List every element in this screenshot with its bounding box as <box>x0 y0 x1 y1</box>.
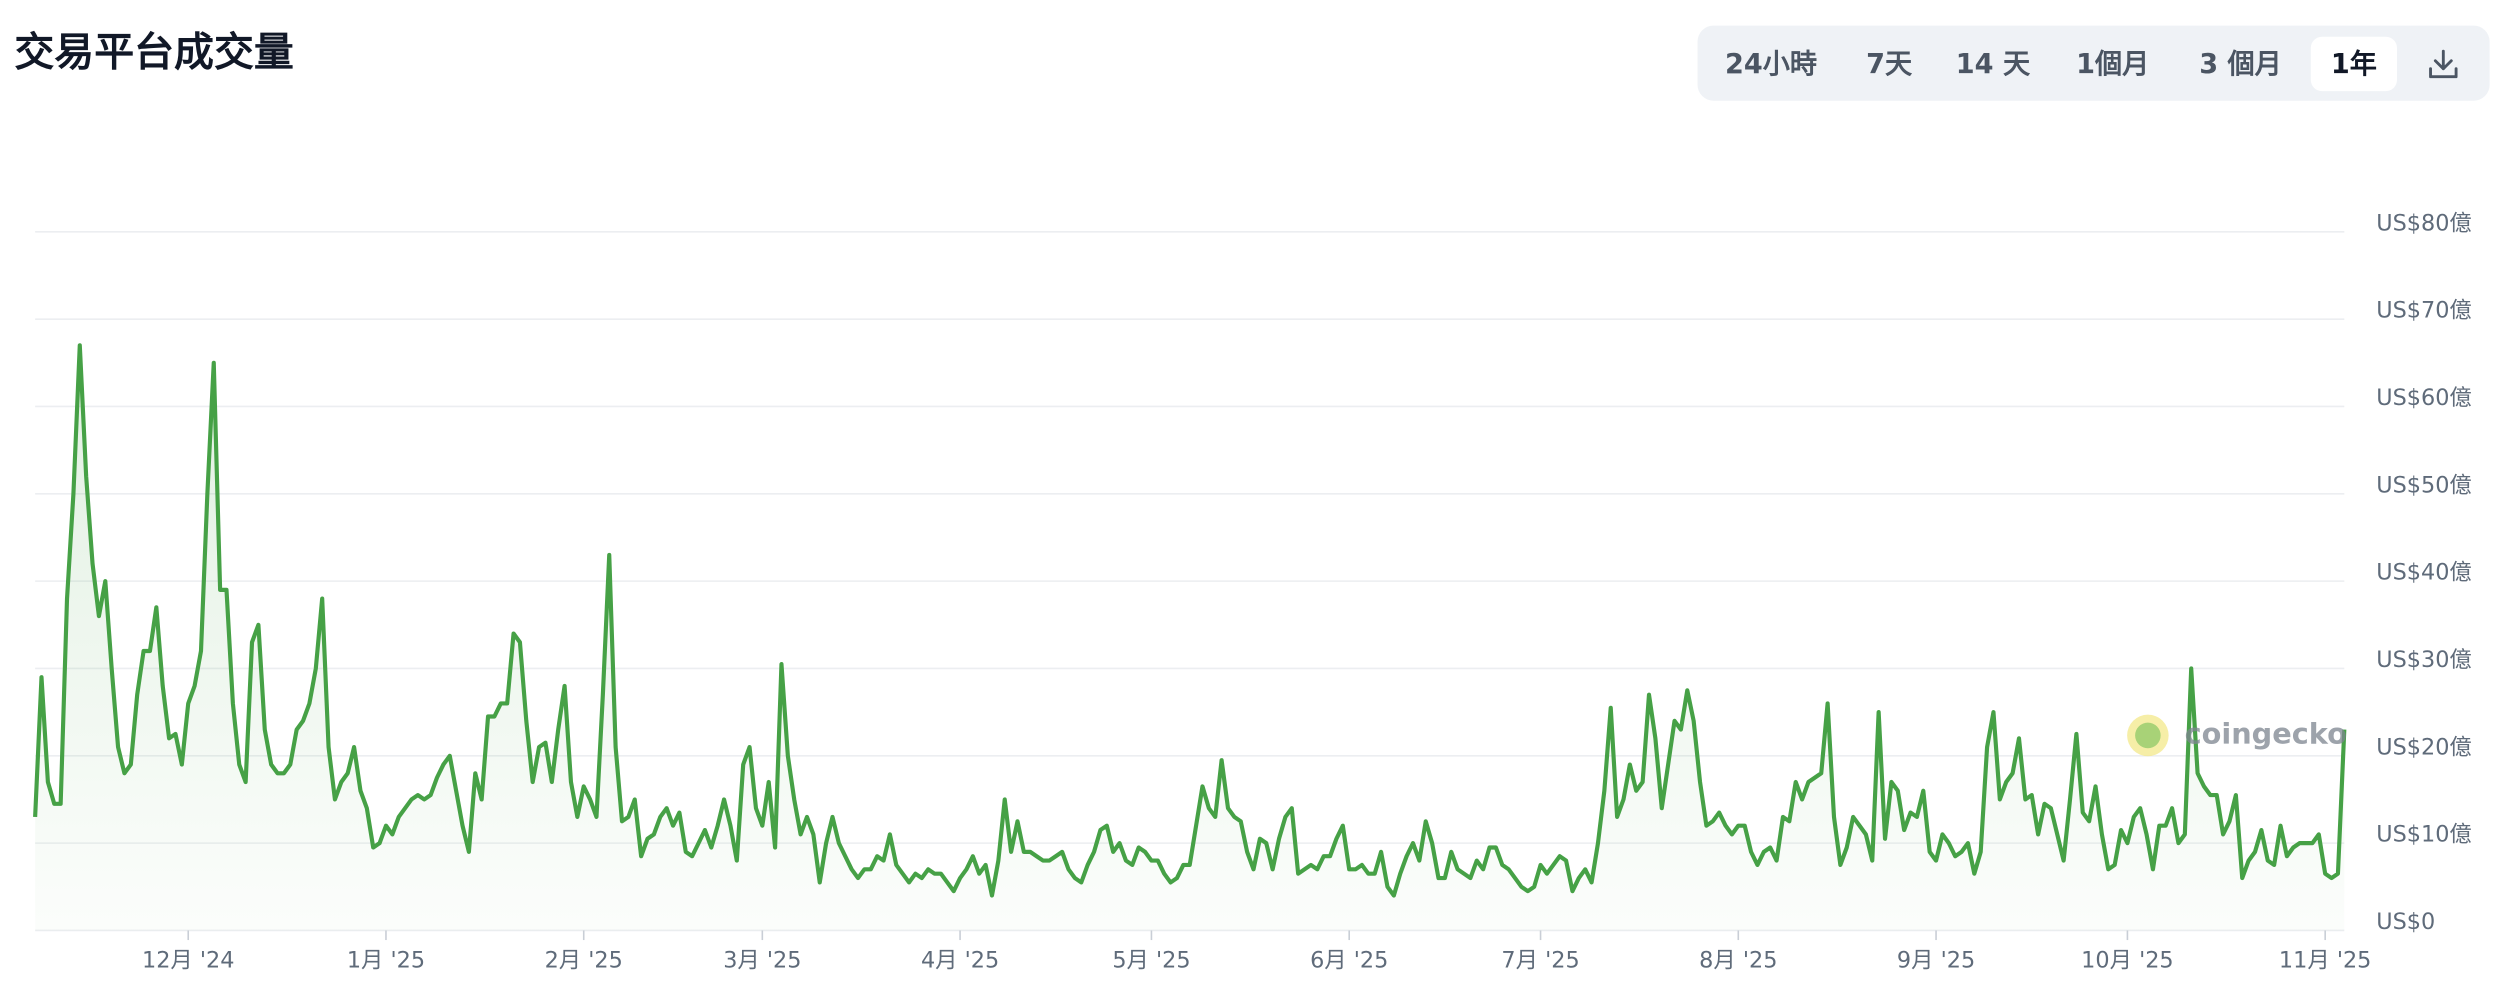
range-button-label: 7天 <box>1866 49 1913 80</box>
y-tick-label: US$0 <box>2376 909 2435 935</box>
range-button-selected <box>2310 36 2398 92</box>
watermark: coingecko <box>2127 714 2347 757</box>
range-button-label: 24小時 <box>1725 49 1817 80</box>
x-tick-label: 10月 '25 <box>2081 947 2173 973</box>
range-button[interactable]: 7天 <box>1866 49 1913 80</box>
y-tick-label: US$30億 <box>2376 647 2472 673</box>
x-tick-label: 5月 '25 <box>1112 947 1190 973</box>
x-tick-label: 1月 '25 <box>347 947 425 973</box>
range-button[interactable]: 24小時 <box>1725 49 1817 80</box>
y-tick-label: US$40億 <box>2376 560 2472 586</box>
x-tick-label: 9月 '25 <box>1897 947 1975 973</box>
y-tick-label: US$50億 <box>2376 472 2472 498</box>
download-icon <box>2429 49 2458 79</box>
chart-title: 交易平台成交量 <box>14 29 293 75</box>
range-button[interactable]: 1年 <box>2310 36 2398 92</box>
x-tick-label: 12月 '24 <box>142 947 234 973</box>
y-tick-label: US$70億 <box>2376 298 2472 324</box>
x-tick-label: 2月 '25 <box>545 947 623 973</box>
x-tick-label: 11月 '25 <box>2279 947 2371 973</box>
x-tick-label: 7月 '25 <box>1501 947 1579 973</box>
x-tick-label: 4月 '25 <box>921 947 999 973</box>
watermark-logo-inner <box>2135 722 2161 749</box>
range-button[interactable]: 3 個月 <box>2199 49 2282 80</box>
y-tick-label: US$20億 <box>2376 734 2472 760</box>
range-button[interactable]: 1個月 <box>2076 49 2149 80</box>
x-tick-label: 6月 '25 <box>1310 947 1388 973</box>
line <box>33 343 2347 898</box>
y-tick-label: US$80億 <box>2376 210 2472 236</box>
range-button-label: 1個月 <box>2076 49 2149 80</box>
range-bar <box>1697 25 2490 101</box>
range-buttons: 24小時 7天 14 天 1個月 3 個月 1年 <box>1725 36 2398 92</box>
range-button-label: 3 個月 <box>2199 49 2282 80</box>
watermark-text: coingecko <box>2185 716 2347 750</box>
area <box>35 345 2345 931</box>
download-button[interactable] <box>2429 49 2458 79</box>
x-tick-label: 8月 '25 <box>1699 947 1777 973</box>
y-tick-label: US$60億 <box>2376 385 2472 411</box>
plot <box>33 343 2347 931</box>
range-button-label: 1年 <box>2331 48 2377 80</box>
x-tick-label: 3月 '25 <box>723 947 801 973</box>
y-tick-label: US$10億 <box>2376 822 2472 848</box>
range-button-label: 14 天 <box>1956 49 2031 80</box>
range-button[interactable]: 14 天 <box>1956 49 2031 80</box>
